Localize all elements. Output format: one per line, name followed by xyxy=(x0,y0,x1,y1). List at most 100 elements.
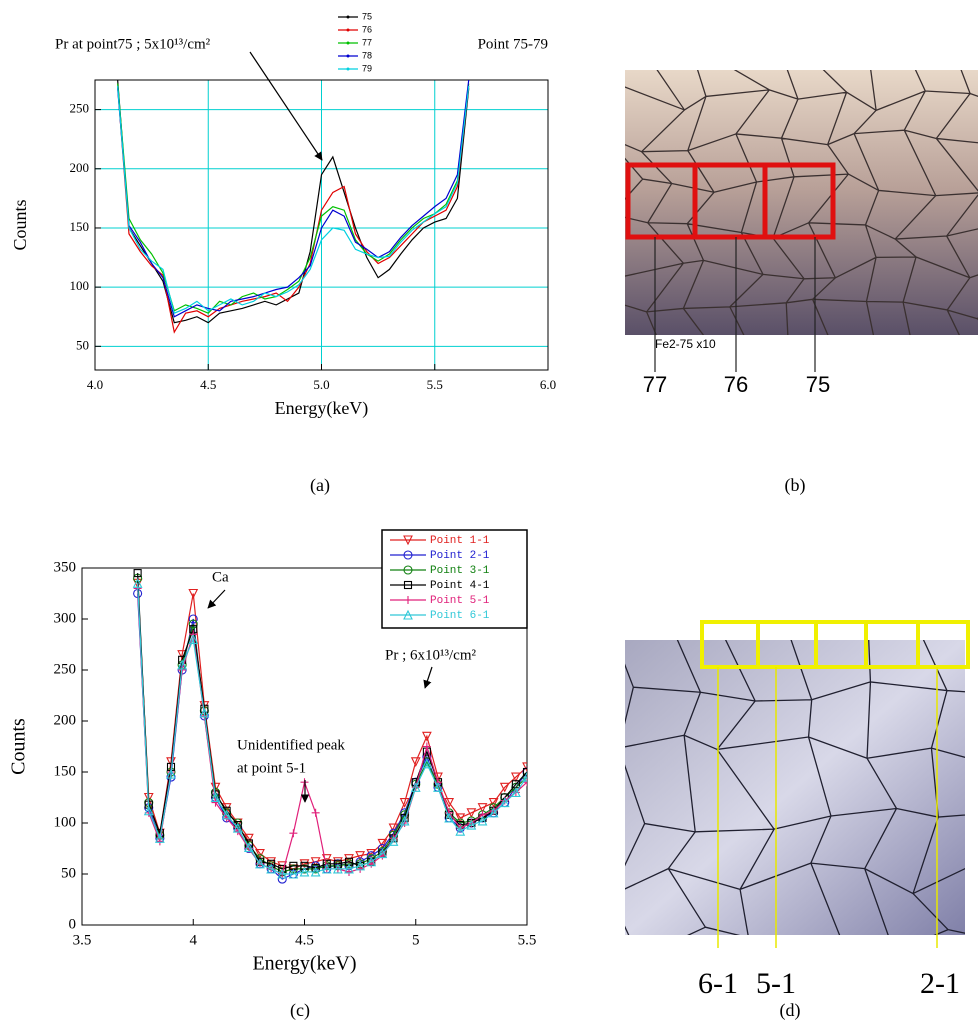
legend-marker xyxy=(403,609,413,620)
legend-label: Point 6-1 xyxy=(430,610,490,622)
y-tick-label: 250 xyxy=(54,661,77,677)
legend-label: 76 xyxy=(362,24,372,34)
legend-label: 78 xyxy=(362,50,372,60)
x-tick-label: 6.0 xyxy=(540,377,556,392)
y-tick-label: 350 xyxy=(54,559,77,575)
y-axis-title: Counts xyxy=(8,718,30,775)
plot-frame xyxy=(94,79,549,371)
marker xyxy=(143,805,154,816)
leader-lines xyxy=(717,667,938,948)
marker xyxy=(377,838,388,849)
legend-label: 75 xyxy=(362,11,372,21)
marker xyxy=(300,861,309,870)
marker xyxy=(488,807,499,818)
marker xyxy=(355,851,366,861)
box-label: 75 xyxy=(806,372,830,397)
marker xyxy=(311,808,320,817)
marker xyxy=(355,860,366,871)
grain-lines xyxy=(625,70,978,335)
panel-caption: (b) xyxy=(785,475,806,496)
legend-marker xyxy=(403,535,413,546)
marker xyxy=(288,868,299,879)
marker xyxy=(523,778,527,787)
marker xyxy=(510,787,521,797)
series-line xyxy=(117,80,470,324)
legend-label: Point 3-1 xyxy=(430,565,490,577)
micrograph-label: Fe2-75 x10 xyxy=(655,337,716,351)
marker xyxy=(455,825,466,836)
y-tick-label: 250 xyxy=(70,101,90,116)
panel-caption: (d) xyxy=(780,1000,801,1021)
micrograph-image xyxy=(625,640,965,935)
box-label: 5-1 xyxy=(756,967,796,1000)
legend-swatch-marker xyxy=(346,28,350,32)
legend-swatch-marker xyxy=(346,67,350,71)
x-tick-label: 5.5 xyxy=(427,377,443,392)
legend-swatch-marker xyxy=(346,54,350,58)
marker xyxy=(388,823,399,834)
legend-label: Point 1-1 xyxy=(430,535,490,547)
x-tick-label: 4.5 xyxy=(200,377,216,392)
annotation: Pr ; 6x10¹³/cm² xyxy=(385,647,476,663)
marker xyxy=(188,619,198,629)
legend-swatch-marker xyxy=(346,41,350,45)
marker xyxy=(199,707,210,718)
marker xyxy=(221,809,232,820)
legend-label: 79 xyxy=(362,63,372,73)
legend-label: 77 xyxy=(362,37,372,47)
y-tick-label: 100 xyxy=(70,278,90,293)
marker xyxy=(433,782,443,792)
marker xyxy=(232,822,243,833)
marker xyxy=(499,797,510,808)
box-label: 76 xyxy=(724,372,748,397)
marker xyxy=(299,859,310,870)
annotation: Pr at point75 ; 5x10¹³/cm² xyxy=(55,36,211,52)
y-tick-label: 50 xyxy=(61,865,76,881)
marker xyxy=(210,792,221,803)
plot-frame xyxy=(81,567,528,926)
marker xyxy=(510,772,521,783)
marker xyxy=(321,863,332,874)
marker xyxy=(289,829,298,838)
annotation: Unidentified peak xyxy=(237,737,345,753)
grain-boundaries xyxy=(625,70,978,335)
marker xyxy=(466,819,477,830)
marker xyxy=(188,634,199,644)
panel-caption: (c) xyxy=(290,1000,310,1021)
y-tick-label: 100 xyxy=(54,814,77,830)
analysis-boxes xyxy=(625,162,836,240)
series-line xyxy=(117,80,470,318)
marker xyxy=(522,771,527,782)
series-line xyxy=(117,83,470,314)
series-line xyxy=(137,573,527,870)
marker xyxy=(522,767,527,777)
chart-title: Point 75-79 xyxy=(478,36,548,52)
legend-marker xyxy=(403,550,413,560)
series-layer xyxy=(117,80,470,334)
marker xyxy=(388,836,399,846)
marker xyxy=(299,866,310,877)
marker xyxy=(255,858,265,869)
y-tick-label: 150 xyxy=(70,219,90,234)
marker xyxy=(421,758,432,769)
annotation: Ca xyxy=(212,569,229,585)
y-tick-label: 50 xyxy=(76,337,89,352)
chart: 50 100 150 200 250 4.0 4.5 5.0 5.5 6.0 Energy(keV)… xyxy=(10,11,556,419)
marker xyxy=(399,798,410,808)
analysis-boxes xyxy=(700,620,970,669)
panel-caption: (a) xyxy=(310,475,330,496)
series-layer xyxy=(132,569,527,884)
marker xyxy=(422,742,431,751)
y-tick-label: 200 xyxy=(70,160,90,175)
marker xyxy=(188,614,198,624)
marker xyxy=(154,833,165,843)
series-line xyxy=(117,85,470,315)
marker xyxy=(243,842,254,853)
marker xyxy=(377,848,388,859)
x-tick-label: 5.0 xyxy=(313,377,329,392)
legend-box xyxy=(381,529,528,629)
chart: 0 50 100 150 200 250 300 350 3.5 4 4.5 5 5.5 Energy(k… xyxy=(8,529,536,975)
box-label: 77 xyxy=(643,372,667,397)
grain-boundaries xyxy=(625,640,965,935)
